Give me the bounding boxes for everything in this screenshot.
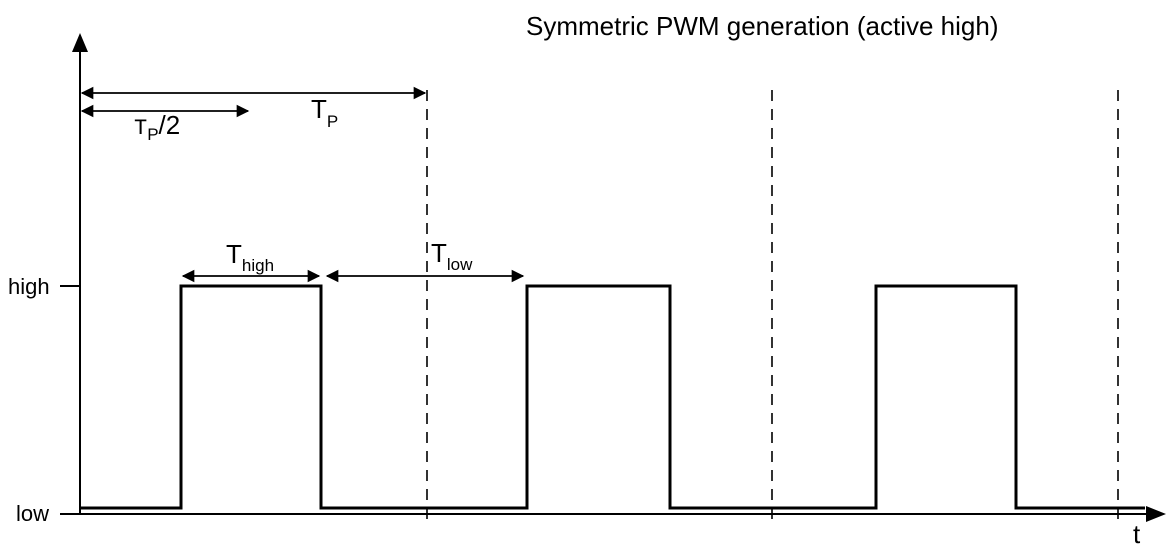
low-level-label: low <box>16 501 49 526</box>
high-level-label: high <box>8 274 50 299</box>
half-period-label: TP/2 <box>134 110 180 144</box>
t-low-label: Tlow <box>431 238 473 274</box>
time-axis-label: t <box>1133 519 1141 548</box>
t-high-label: Thigh <box>226 239 274 275</box>
y-axis-arrow <box>72 33 88 52</box>
pwm-waveform <box>80 284 1145 510</box>
diagram-title: Symmetric PWM generation (active high) <box>526 11 998 41</box>
period-label: TP <box>311 94 338 131</box>
x-axis-arrow <box>1146 506 1166 522</box>
